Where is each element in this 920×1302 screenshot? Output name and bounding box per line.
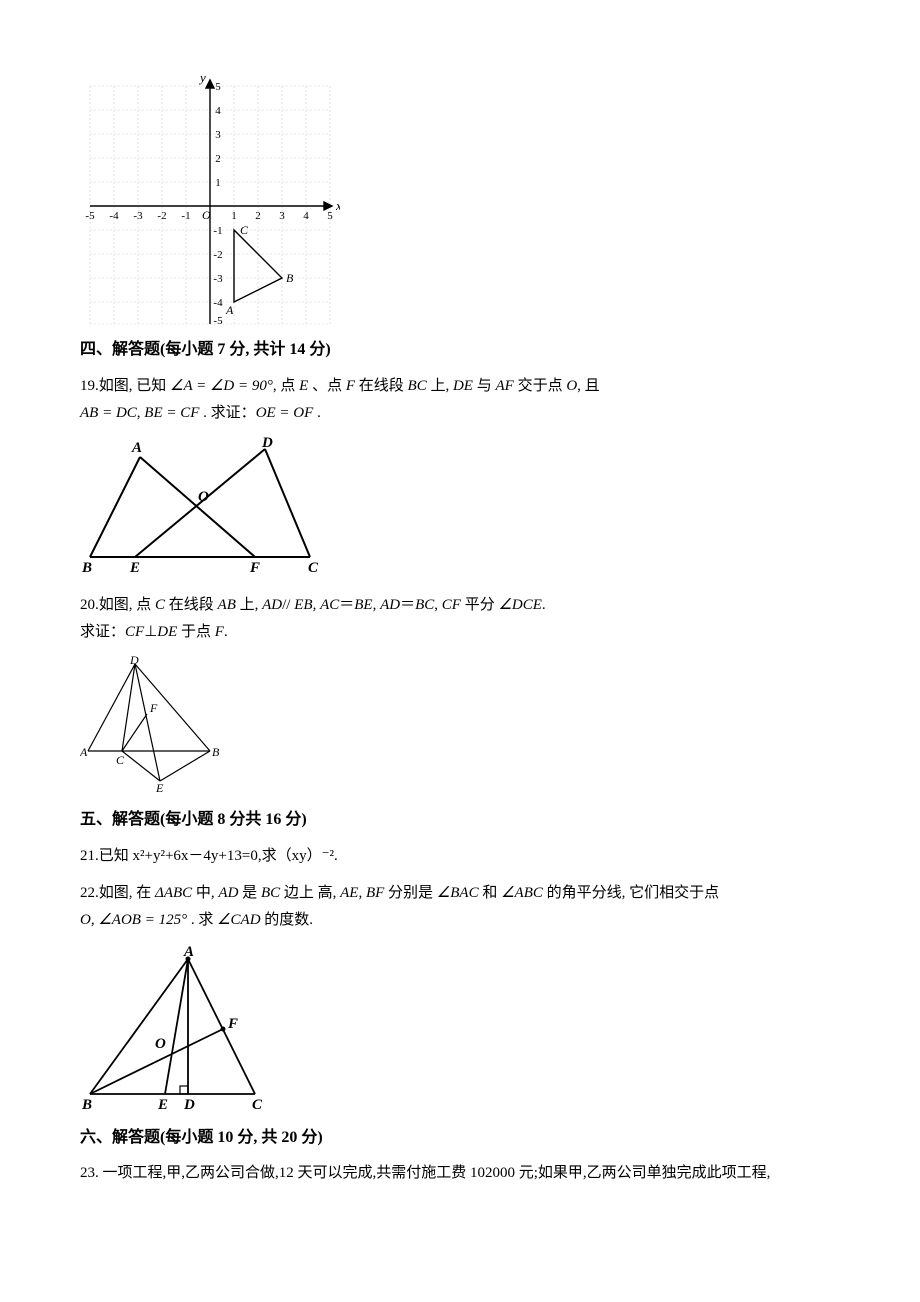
svg-text:-2: -2 <box>157 210 166 222</box>
figure-q20: A C B D E F <box>80 656 840 796</box>
svg-text:2: 2 <box>255 210 261 222</box>
svg-text:E: E <box>129 560 140 576</box>
svg-text:-5: -5 <box>213 315 223 326</box>
svg-text:-4: -4 <box>109 210 119 222</box>
section-6-title: 六、解答题(每小题 10 分, 共 20 分) <box>80 1124 840 1153</box>
problem-22: 22.如图, 在 ΔABC 中, AD 是 BC 边上 高, AE, BF 分别… <box>80 880 840 934</box>
section-4-title: 四、解答题(每小题 7 分, 共计 14 分) <box>80 336 840 365</box>
problem-20: 20.如图, 点 C 在线段 AB 上, AD// EB, AC＝BE, AD＝… <box>80 592 840 646</box>
svg-text:A: A <box>183 944 194 960</box>
svg-text:O: O <box>155 1036 166 1052</box>
svg-text:1: 1 <box>231 210 237 222</box>
svg-text:F: F <box>227 1016 238 1032</box>
svg-text:5: 5 <box>327 210 333 222</box>
svg-text:-2: -2 <box>213 249 222 261</box>
svg-text:C: C <box>252 1097 263 1113</box>
section-5-title: 五、解答题(每小题 8 分共 16 分) <box>80 806 840 835</box>
svg-text:1: 1 <box>215 177 221 189</box>
svg-text:B: B <box>81 560 92 576</box>
figure-q19: B E F C A D O <box>80 437 840 582</box>
svg-text:D: D <box>183 1097 195 1113</box>
svg-text:B: B <box>212 745 220 759</box>
svg-text:5: 5 <box>215 81 221 93</box>
svg-text:A: A <box>225 303 234 317</box>
svg-text:-4: -4 <box>213 297 223 309</box>
svg-text:C: C <box>308 560 319 576</box>
svg-text:4: 4 <box>303 210 309 222</box>
grid-svg: -5-4-3 -2-1 123 45 543 21 -1-2-3 -4-5 O … <box>80 66 340 326</box>
svg-text:C: C <box>240 223 249 237</box>
x-axis-label: x <box>335 198 340 213</box>
q19-text: 19.如图, 已知 <box>80 378 170 394</box>
problem-19: 19.如图, 已知 ∠A = ∠D = 90°, 点 E 、点 F 在线段 BC… <box>80 373 840 427</box>
svg-text:F: F <box>149 701 158 715</box>
svg-text:D: D <box>129 656 139 667</box>
svg-text:2: 2 <box>215 153 221 165</box>
origin-label: O <box>202 208 211 222</box>
svg-text:-1: -1 <box>181 210 190 222</box>
svg-text:A: A <box>131 440 142 456</box>
svg-text:D: D <box>261 437 273 451</box>
svg-text:E: E <box>157 1097 168 1113</box>
svg-text:-1: -1 <box>213 225 222 237</box>
svg-text:4: 4 <box>215 105 221 117</box>
svg-text:3: 3 <box>215 129 221 141</box>
svg-text:B: B <box>286 271 294 285</box>
svg-text:B: B <box>81 1097 92 1113</box>
svg-text:-5: -5 <box>85 210 95 222</box>
svg-text:C: C <box>116 753 125 767</box>
svg-text:O: O <box>198 489 209 505</box>
figure-grid: -5-4-3 -2-1 123 45 543 21 -1-2-3 -4-5 O … <box>80 66 840 326</box>
svg-text:E: E <box>155 781 164 795</box>
figure-q22: B E D C A O F <box>80 944 840 1114</box>
svg-text:-3: -3 <box>213 273 223 285</box>
problem-21: 21.已知 x²+y²+6x－4y+13=0,求（xy）⁻². <box>80 843 840 870</box>
svg-text:-3: -3 <box>133 210 143 222</box>
svg-text:3: 3 <box>279 210 285 222</box>
svg-text:F: F <box>249 560 260 576</box>
y-axis-label: y <box>198 70 206 85</box>
problem-23: 23. 一项工程,甲,乙两公司合做,12 天可以完成,共需付施工费 102000… <box>80 1160 840 1187</box>
svg-text:A: A <box>80 745 88 759</box>
